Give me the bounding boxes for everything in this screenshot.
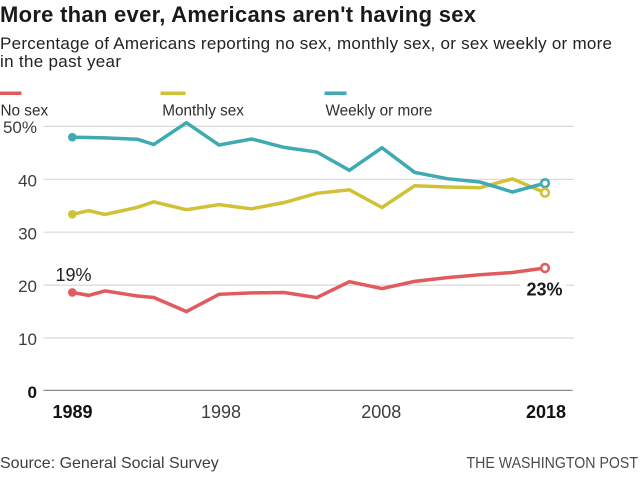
svg-text:More than ever, Americans aren: More than ever, Americans aren't having … (0, 2, 477, 27)
svg-text:Monthly sex: Monthly sex (162, 102, 244, 119)
svg-text:10: 10 (18, 330, 37, 349)
svg-text:THE WASHINGTON POST: THE WASHINGTON POST (467, 455, 639, 472)
svg-text:Percentage of Americans report: Percentage of Americans reporting no sex… (0, 34, 612, 53)
svg-text:50%: 50% (3, 118, 37, 137)
svg-text:30: 30 (18, 224, 37, 243)
svg-text:Source: General Social Survey: Source: General Social Survey (0, 455, 219, 472)
svg-text:in the past year: in the past year (0, 52, 121, 71)
svg-text:Weekly or more: Weekly or more (326, 102, 433, 119)
svg-text:0: 0 (28, 383, 37, 402)
svg-text:23%: 23% (527, 280, 563, 300)
svg-text:40: 40 (18, 171, 37, 190)
svg-text:1998: 1998 (201, 402, 241, 422)
svg-text:19%: 19% (56, 265, 92, 285)
svg-text:2008: 2008 (361, 402, 401, 422)
svg-text:20: 20 (18, 277, 37, 296)
svg-text:2018: 2018 (526, 402, 566, 422)
svg-text:No sex: No sex (1, 102, 49, 119)
svg-text:1989: 1989 (52, 402, 92, 422)
